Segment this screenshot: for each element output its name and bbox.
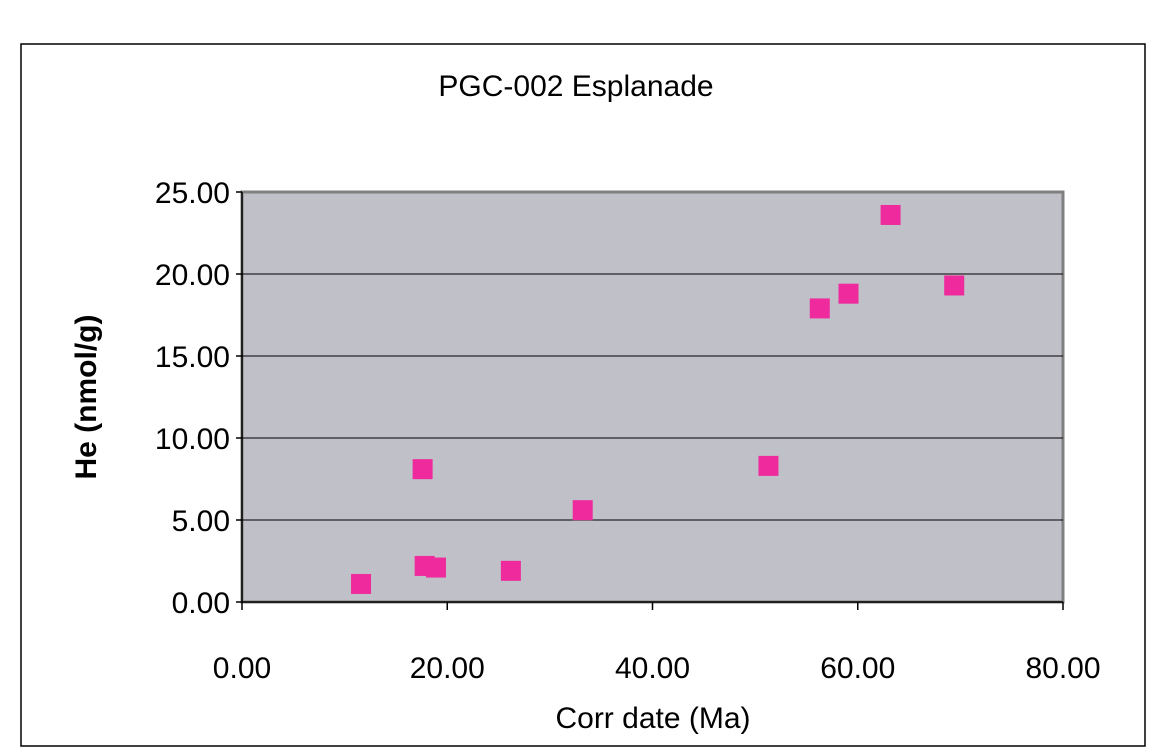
x-tick-label: 60.00 [820, 652, 895, 685]
data-point [838, 283, 859, 304]
y-tick-label: 25.00 [155, 177, 230, 210]
data-point [572, 500, 593, 521]
data-point [758, 455, 779, 476]
chart-title: PGC-002 Esplanade [438, 70, 713, 103]
data-point [425, 557, 446, 578]
y-tick-label: 20.00 [155, 259, 230, 292]
y-tick-label: 5.00 [172, 505, 230, 538]
y-tick-label: 10.00 [155, 423, 230, 456]
plot-area: 0.00 5.00 10.00 15.00 20.00 25.00 0.00 20.00 40.… [155, 177, 1101, 685]
data-point [944, 275, 965, 296]
data-point [880, 204, 901, 225]
x-tick-label: 80.00 [1025, 652, 1100, 685]
data-point [809, 298, 830, 319]
y-axis-label: He (nmol/g) [70, 315, 103, 480]
y-tick-label: 15.00 [155, 341, 230, 374]
plot-background [240, 190, 1065, 604]
data-point [500, 560, 521, 581]
x-tick-label: 0.00 [213, 652, 271, 685]
x-tick-label: 20.00 [410, 652, 485, 685]
x-tick-label: 40.00 [615, 652, 690, 685]
data-point [412, 459, 433, 480]
y-tick-label: 0.00 [172, 587, 230, 620]
data-point [351, 573, 372, 594]
x-axis-label: Corr date (Ma) [555, 702, 750, 735]
